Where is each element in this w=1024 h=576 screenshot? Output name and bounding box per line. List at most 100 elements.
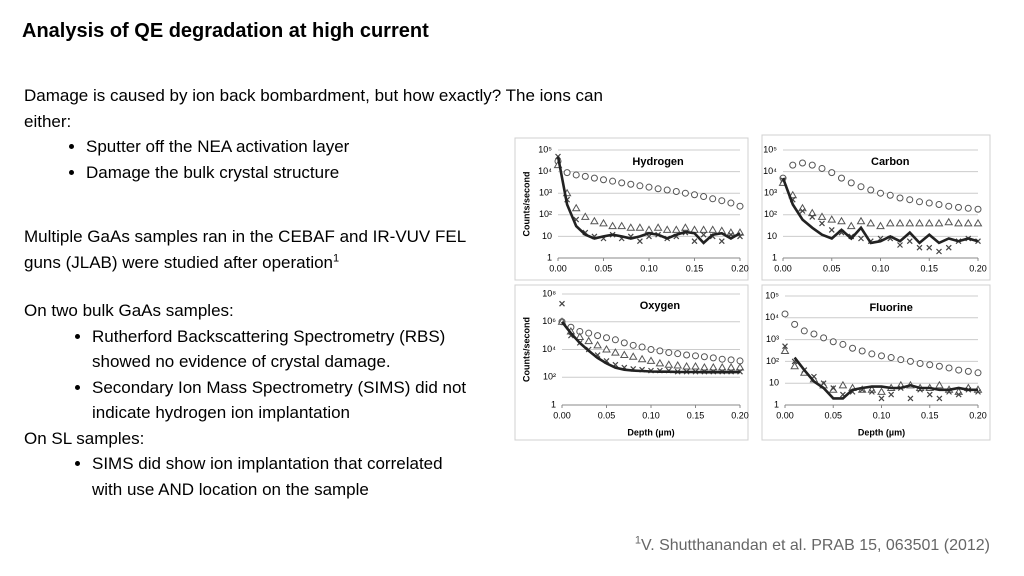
cross-point (683, 368, 690, 375)
triangle-point (699, 225, 708, 233)
triangle-point (671, 225, 681, 233)
y-tick-label: 10⁵ (763, 144, 777, 154)
triangle-point (664, 360, 674, 368)
circle-point (886, 191, 894, 199)
x-tick-label: 0.20 (731, 410, 749, 420)
footnote-text: V. Shutthanandan et al. PRAB 15, 063501 … (640, 537, 990, 554)
y-tick-label: 10⁴ (542, 344, 556, 354)
triangle-point (635, 223, 645, 231)
circle-point (663, 186, 671, 194)
cross-point (965, 386, 972, 393)
circle-point (955, 203, 962, 211)
cross-point (878, 395, 885, 402)
chart: 1 10 10² 10³ 10⁴ 10⁵ 0.00 0.05 0.10 0.15 0.20 Carbo… (761, 134, 991, 281)
x-tick-label: 0.00 (549, 263, 567, 273)
triangle-point (877, 387, 886, 395)
triangle-point (735, 228, 745, 236)
x-tick-label: 0.05 (823, 263, 841, 273)
samples-block: Multiple GaAs samples ran in the CEBAF a… (24, 224, 484, 275)
cross-point (656, 367, 663, 374)
triangle-point (954, 387, 964, 395)
circle-point (955, 366, 963, 374)
circle-point (820, 334, 828, 342)
triangle-point (708, 225, 718, 233)
cross-point (946, 388, 952, 395)
cross-point (665, 367, 672, 374)
triangle-point (778, 178, 788, 186)
cross-point (691, 238, 698, 245)
triangle-point (944, 385, 954, 393)
cross-point (700, 231, 707, 238)
circle-point (558, 318, 566, 326)
circle-point (839, 340, 847, 348)
triangle-point (617, 221, 627, 230)
cross-point (888, 391, 895, 398)
y-tick-label: 10² (764, 209, 777, 219)
circle-point (638, 343, 646, 351)
cross-point (621, 364, 628, 371)
triangle-point (807, 208, 817, 217)
circle-point (736, 357, 744, 365)
circle-point (683, 351, 691, 359)
triangle-point (788, 190, 798, 199)
cross-point (573, 216, 580, 223)
cross-point (838, 229, 845, 236)
circle-point (877, 189, 884, 197)
circle-point (897, 356, 905, 364)
triangle-point (954, 218, 963, 227)
cross-point (664, 235, 671, 242)
y-tick-label: 10⁴ (765, 312, 779, 322)
bullet-list: Rutherford Backscattering Spectrometry (… (24, 324, 492, 426)
triangle-point (963, 218, 973, 227)
circle-point (838, 174, 845, 182)
paragraph: On two bulk GaAs samples: (24, 301, 234, 320)
x-axis-label: Depth (µm) (858, 427, 905, 437)
cross-point (811, 373, 817, 380)
triangle-point (653, 223, 663, 231)
y-tick-label: 10² (766, 356, 779, 366)
circle-point (935, 362, 943, 370)
y-tick-label: 10³ (764, 188, 777, 198)
triangle-point (856, 216, 866, 225)
circle-point (672, 187, 680, 195)
reference: 1 (333, 251, 340, 264)
circle-point (603, 334, 610, 342)
cross-point (975, 238, 981, 245)
cross-point (701, 368, 708, 375)
triangle-point (846, 221, 856, 230)
circle-point (681, 189, 689, 197)
x-tick-label: 0.05 (598, 410, 616, 420)
circle-point (585, 329, 593, 337)
triangle-point (828, 385, 838, 393)
y-tick-label: 10³ (539, 188, 552, 198)
cross-point (709, 233, 716, 240)
cross-point (906, 238, 913, 245)
cross-point (916, 244, 923, 251)
intro-block: Damage is caused by ion back bombardment… (24, 83, 624, 185)
cross-point (630, 365, 637, 372)
y-tick-label: 1 (547, 252, 552, 262)
triangle-point (915, 218, 924, 227)
triangle-point (637, 354, 647, 363)
circle-point (868, 350, 876, 358)
triangle-point (644, 225, 654, 233)
triangle-point (584, 336, 594, 345)
bullet: Secondary Ion Mass Spectrometry (SIMS) d… (92, 375, 492, 426)
cross-point (674, 368, 681, 375)
triangle-point (700, 363, 709, 371)
cross-point (955, 238, 962, 245)
bullet: SIMS did show ion implantation that corr… (92, 451, 452, 502)
y-tick-label: 10⁶ (542, 316, 556, 326)
triangle-point (915, 383, 925, 392)
bullet-list: SIMS did show ion implantation that corr… (24, 451, 452, 502)
cross-point (868, 388, 875, 395)
circle-point (718, 355, 726, 363)
chart-frame (761, 134, 991, 281)
cross-point (585, 346, 592, 353)
circle-point (964, 367, 972, 375)
triangle-point (726, 228, 736, 236)
cross-point (830, 385, 837, 391)
circle-point (818, 164, 826, 172)
cross-point (576, 339, 583, 346)
circle-point (906, 357, 914, 365)
